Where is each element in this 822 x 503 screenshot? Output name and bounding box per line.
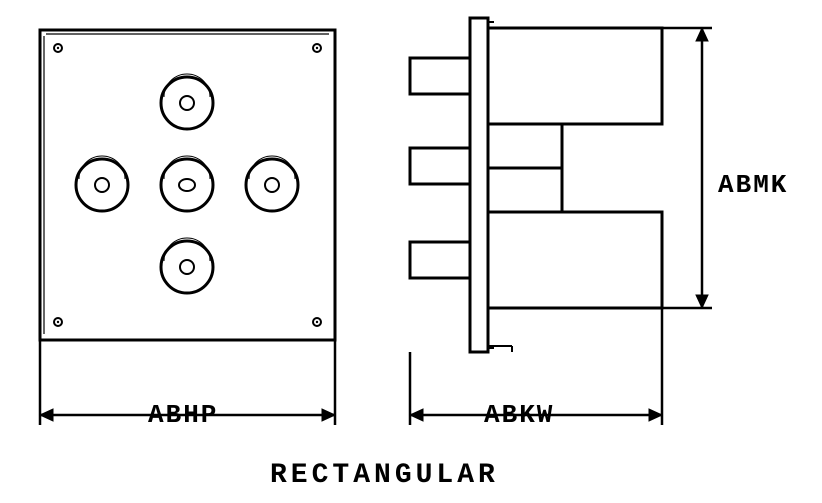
label-abhp: ABHP [148,400,218,430]
technical-drawing [0,0,822,503]
caption: RECTANGULAR [270,460,499,491]
label-abkw: ABKW [484,400,554,430]
label-abmk: ABMK [718,170,788,200]
